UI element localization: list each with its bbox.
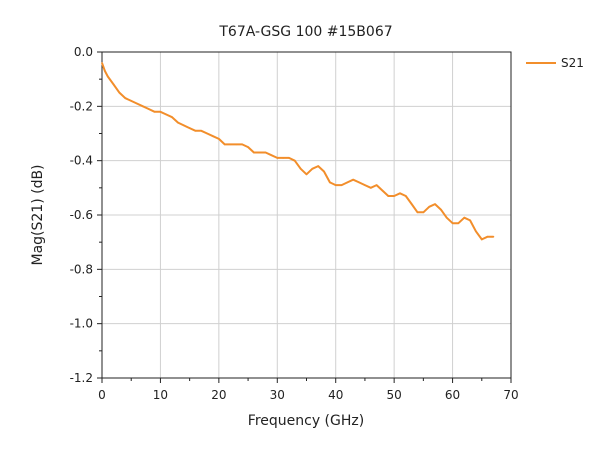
series-point [200,129,203,132]
series-point [270,154,273,157]
series-point [241,143,244,146]
series-point [276,157,279,159]
series-point [457,222,460,224]
y-tick-label: -0.8 [70,262,93,276]
x-axis-label: Frequency (GHz) [248,413,364,429]
series-point [124,97,127,99]
series-point [177,121,179,124]
y-tick-label: 0.0 [74,45,93,59]
series-point [469,219,471,222]
chart-title: T67A-GSG 100 #15B067 [218,24,392,40]
series-point [101,62,103,64]
series-point [153,110,156,113]
grid [102,52,511,378]
series-point [264,151,267,154]
series-point [340,184,343,186]
x-tick-label: 0 [98,388,106,402]
series-point [188,127,191,129]
y-tick-label: -1.0 [70,317,93,331]
series-point [451,222,454,224]
series-point [305,173,308,176]
series-point [282,157,284,159]
series-point [112,83,115,86]
series-point [142,105,144,108]
series-point [352,178,355,181]
series-point [212,135,214,138]
series-point [323,170,325,173]
series-point [223,143,226,146]
series-point [492,235,495,238]
series-point [311,168,314,170]
series-point [258,151,261,154]
series-point [194,129,197,132]
y-tick-label: -0.6 [70,208,93,222]
y-tick-label: -0.2 [70,99,93,113]
series-point [422,211,425,214]
series-point [136,102,138,105]
series-point [364,184,366,186]
series-point [405,195,407,197]
series-point [445,216,448,219]
series-point [480,238,483,241]
series-point [434,203,436,205]
series-point [381,189,384,192]
series-point [229,143,232,146]
series-point [171,116,173,118]
x-tick-label: 50 [387,388,402,402]
series-point [218,138,220,140]
series-point [253,151,255,154]
series-point [299,168,302,170]
series-layer [101,62,495,241]
x-tick-label: 30 [270,388,285,402]
x-tick-label: 40 [328,388,343,402]
y-tick-label: -1.2 [70,371,93,385]
series-point [463,216,466,219]
series-point [475,230,477,233]
series-point [107,75,109,78]
y-axis-label: Mag(S21) (dB) [30,164,46,265]
series-point [393,195,395,197]
series-point [130,100,133,102]
series-point [428,206,431,208]
legend-label-s21: S21 [561,56,584,70]
series-point [399,192,401,195]
axis-ticks: 0 10 20 30 40 50 60 70 0.0 -0.2 -0.4 -0.6 -0.8 -1.0 -1… [70,45,519,402]
series-point [118,91,121,94]
series-point [346,181,349,184]
series-point [235,143,238,146]
x-tick-label: 60 [445,388,460,402]
legend: S21 [526,56,584,70]
y-tick-label: -0.4 [70,154,93,168]
series-point [440,208,442,211]
series-point [104,70,106,72]
series-point [294,159,296,162]
series-point [206,132,208,135]
series-point [334,184,337,186]
series-point [329,181,331,184]
series-point [375,184,378,186]
series-point [486,235,489,238]
series-point [247,146,249,148]
series-point [165,113,168,116]
series-point [159,110,162,113]
series-point [387,195,390,197]
x-tick-label: 70 [503,388,518,402]
x-tick-label: 10 [153,388,168,402]
series-point [416,211,419,214]
series-point [317,165,319,167]
series-point [358,181,360,184]
x-tick-label: 20 [211,388,226,402]
series-point [369,187,372,189]
series-point [288,157,290,159]
series-point [183,124,185,127]
series-point [410,203,413,205]
series-point [147,108,150,110]
